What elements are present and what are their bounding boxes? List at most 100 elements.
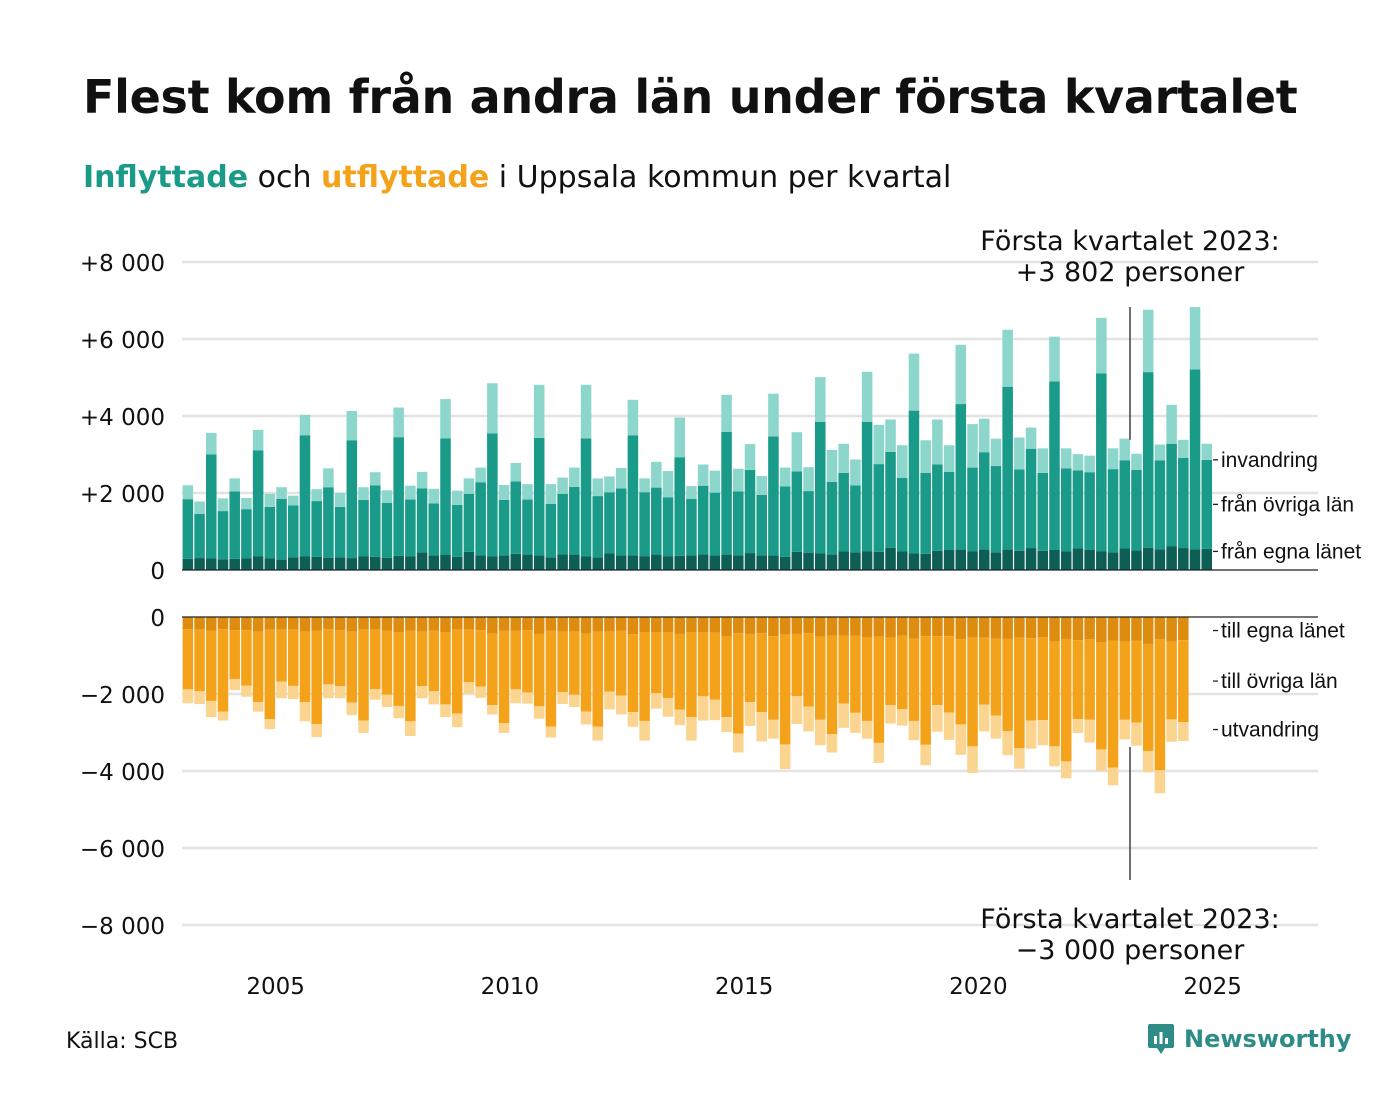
bar-in-1 (861, 421, 873, 552)
bar-out-0 (850, 617, 861, 636)
bar-out-0 (639, 617, 650, 633)
bar-in-0 (1142, 547, 1154, 570)
bar-in-1 (405, 499, 416, 557)
bar-out-1 (885, 637, 896, 706)
bar-in-0 (1014, 550, 1025, 570)
bar-out-0 (615, 617, 627, 631)
bar-in-1 (545, 503, 557, 558)
bar-in-2 (206, 432, 217, 455)
bar-out-1 (287, 629, 299, 686)
bar-in-0 (1096, 551, 1107, 570)
bar-in-2 (744, 444, 756, 470)
bar-out-0 (697, 617, 709, 633)
bar-in-1 (1178, 457, 1189, 549)
bar-in-2 (451, 490, 463, 505)
bar-out-1 (803, 633, 814, 707)
bar-out-0 (1119, 617, 1131, 642)
bar-out-1 (475, 630, 486, 687)
bar-out-2 (908, 720, 920, 741)
y-tick-label-top: +2 000 (80, 482, 165, 508)
bar-out-2 (381, 694, 393, 708)
bar-out-2 (768, 719, 779, 739)
bar-in-0 (545, 557, 557, 570)
bar-out-0 (569, 617, 580, 632)
bar-in-1 (1119, 460, 1131, 549)
bar-out-1 (1049, 641, 1060, 747)
bar-in-2 (674, 417, 686, 458)
bar-in-1 (393, 437, 404, 556)
bar-in-2 (522, 484, 533, 500)
bar-in-2 (393, 407, 404, 438)
bar-in-0 (440, 554, 451, 570)
y-tick-label-top: +6 000 (80, 328, 165, 354)
bar-in-1 (358, 499, 369, 557)
bar-in-2 (1119, 438, 1131, 461)
bar-in-1 (733, 491, 744, 556)
bar-out-1 (674, 633, 686, 710)
bar-in-1 (241, 509, 252, 559)
bar-out-0 (416, 617, 428, 632)
bar-out-0 (651, 617, 662, 633)
bar-in-0 (217, 559, 229, 570)
bar-out-0 (990, 617, 1002, 639)
bar-in-0 (674, 555, 686, 570)
bar-in-1 (557, 493, 568, 555)
bar-out-0 (463, 617, 475, 630)
bar-out-1 (920, 636, 931, 745)
bar-in-1 (709, 492, 721, 556)
bar-out-2 (1154, 770, 1166, 794)
bar-in-1 (252, 450, 264, 557)
bar-in-2 (873, 424, 885, 465)
bar-out-1 (510, 630, 522, 690)
bar-in-2 (967, 424, 978, 468)
bar-out-2 (943, 712, 955, 740)
bar-in-0 (967, 551, 978, 570)
bar-out-0 (369, 617, 381, 630)
bar-out-0 (252, 617, 264, 632)
bar-out-2 (569, 694, 580, 708)
bar-out-2 (1002, 730, 1013, 756)
bar-in-0 (990, 552, 1002, 570)
bar-out-2 (791, 696, 803, 725)
brand-name: Newsworthy (1184, 1025, 1352, 1053)
bar-in-1 (1025, 448, 1037, 549)
bar-out-1 (229, 630, 240, 679)
bar-in-2 (1178, 439, 1189, 458)
bar-out-2 (1131, 722, 1142, 746)
bar-in-2 (651, 461, 662, 488)
bar-in-2 (1037, 448, 1049, 473)
bar-in-0 (1002, 549, 1013, 570)
bar-in-0 (1178, 548, 1189, 570)
bar-in-2 (885, 419, 896, 452)
bar-out-1 (381, 630, 393, 695)
bar-out-0 (721, 617, 732, 637)
bar-out-0 (756, 617, 767, 634)
bar-out-0 (885, 617, 896, 638)
bar-in-0 (768, 555, 779, 570)
bar-in-0 (393, 555, 404, 570)
bar-out-2 (1166, 719, 1177, 742)
bar-out-2 (1142, 750, 1154, 773)
bar-in-1 (791, 471, 803, 552)
bar-in-1 (276, 498, 287, 560)
bar-out-0 (1107, 617, 1119, 641)
bar-in-2 (229, 478, 240, 492)
bar-out-1 (978, 637, 990, 705)
bar-out-2 (1107, 767, 1119, 786)
bar-in-2 (662, 471, 674, 498)
series-label-out: till egna länet (1221, 620, 1345, 643)
bar-out-2 (451, 713, 463, 728)
bar-in-2 (416, 471, 428, 489)
bar-out-1 (522, 630, 533, 693)
bar-in-1 (686, 498, 697, 556)
bar-out-1 (252, 631, 264, 703)
bar-out-0 (604, 617, 615, 632)
bar-in-2 (838, 443, 849, 473)
bar-out-2 (604, 691, 615, 710)
bar-in-0 (311, 556, 322, 570)
chart-title: Flest kom från andra län under första kv… (83, 70, 1298, 124)
bar-out-0 (323, 617, 334, 630)
bar-in-0 (814, 553, 826, 570)
bar-out-1 (733, 633, 744, 734)
bar-in-1 (639, 492, 650, 557)
